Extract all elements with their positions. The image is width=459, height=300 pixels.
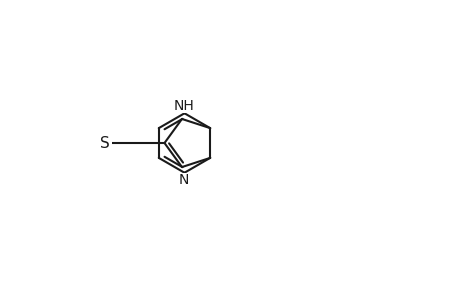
Text: S: S: [100, 136, 110, 151]
Text: NH: NH: [173, 99, 194, 113]
Text: N: N: [178, 173, 189, 187]
